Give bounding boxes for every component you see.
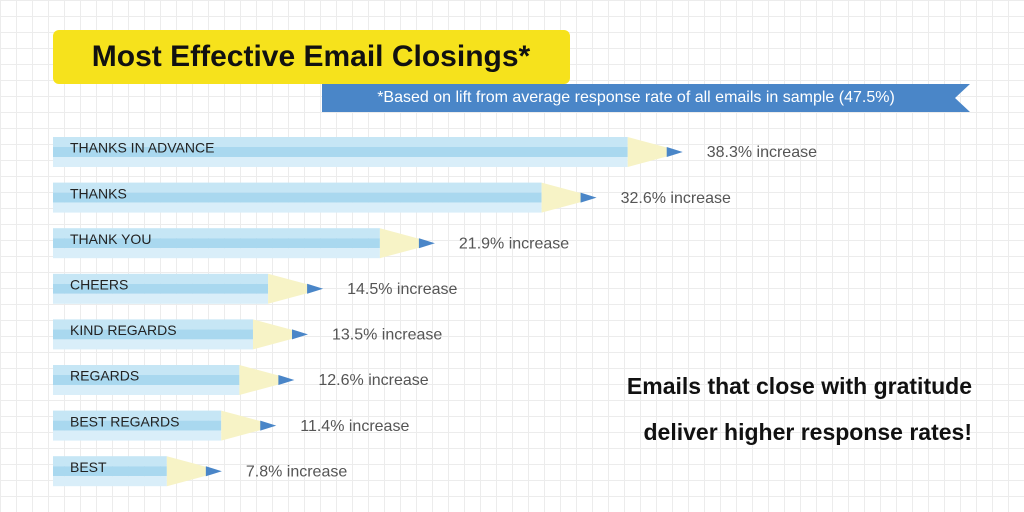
pencil-body-top [53, 410, 222, 421]
pencil-body-bottom [53, 476, 167, 487]
category-label: REGARDS [70, 368, 139, 384]
pencil-body-bottom [53, 430, 222, 441]
value-label: 21.9% increase [459, 235, 569, 252]
pencil-body-top [53, 182, 542, 193]
pencil-bar [53, 456, 222, 487]
pencil-tip [291, 329, 308, 340]
pencil-body-top [53, 365, 240, 375]
value-label: 7.8% increase [246, 463, 347, 480]
value-label: 14.5% increase [347, 281, 457, 298]
value-label: 38.3% increase [707, 144, 817, 161]
title-box [53, 30, 570, 84]
pencil-body-top [53, 273, 269, 284]
pencil-bar [53, 273, 324, 304]
chart-title: Most Effective Email Closings* [92, 40, 531, 73]
category-label: BEST REGARDS [70, 413, 179, 429]
pencil-body-bottom [53, 157, 628, 167]
pencil-body-mid [53, 375, 240, 385]
subtitle-ribbon [322, 84, 970, 112]
pencil-tip [666, 147, 683, 157]
pencil-body-mid [53, 238, 380, 249]
pencil-bar [53, 182, 597, 213]
pencil-tip [205, 466, 222, 477]
category-label: KIND REGARDS [70, 322, 177, 338]
pencil-cone [268, 273, 310, 304]
pencil-tip [418, 238, 435, 249]
pencil-body-top [53, 228, 380, 239]
pencil-bar [53, 365, 295, 395]
pencil-cone [627, 137, 669, 167]
category-label: THANKS [70, 185, 127, 201]
annotation: deliver higher response rates! [643, 419, 972, 445]
pencil-cone [379, 228, 421, 259]
pencil-body-mid [53, 329, 253, 340]
category-label: BEST [70, 459, 107, 475]
pencil-body-bottom [53, 339, 253, 350]
pencil-bar [53, 319, 308, 350]
pencil-tip [278, 375, 295, 385]
pencil-bar [53, 137, 683, 167]
pencil-body-mid [53, 420, 222, 431]
pencil-tip [260, 420, 277, 431]
category-label: THANK YOU [70, 231, 151, 247]
pencil-body-top [53, 456, 167, 467]
pencil-body-mid [53, 283, 269, 294]
pencil-body-bottom [53, 385, 240, 395]
pencil-cone [166, 456, 208, 487]
pencil-body-mid [53, 192, 542, 203]
pencil-cone [252, 319, 294, 350]
pencil-body-bottom [53, 248, 380, 259]
pencil-bar [53, 228, 435, 259]
pencil-cone [541, 182, 583, 213]
pencil-body-mid [53, 466, 167, 477]
pencil-body-top [53, 319, 253, 330]
pencil-bar [53, 410, 277, 441]
pencil-body-bottom [53, 202, 542, 213]
value-label: 12.6% increase [318, 372, 428, 389]
pencil-body-bottom [53, 293, 269, 304]
annotation: Emails that close with gratitude [627, 373, 972, 399]
subtitle: *Based on lift from average response rat… [377, 89, 895, 106]
category-label: CHEERS [70, 277, 128, 293]
category-label: THANKS IN ADVANCE [70, 140, 214, 156]
pencil-cone [221, 410, 263, 441]
pencil-body-mid [53, 147, 628, 157]
pencil-body-top [53, 137, 628, 147]
pencil-tip [307, 283, 324, 294]
value-label: 32.6% increase [621, 190, 731, 207]
pencil-cone [239, 365, 281, 395]
value-label: 13.5% increase [332, 327, 442, 344]
value-label: 11.4% increase [300, 418, 409, 435]
pencil-tip [580, 192, 597, 203]
